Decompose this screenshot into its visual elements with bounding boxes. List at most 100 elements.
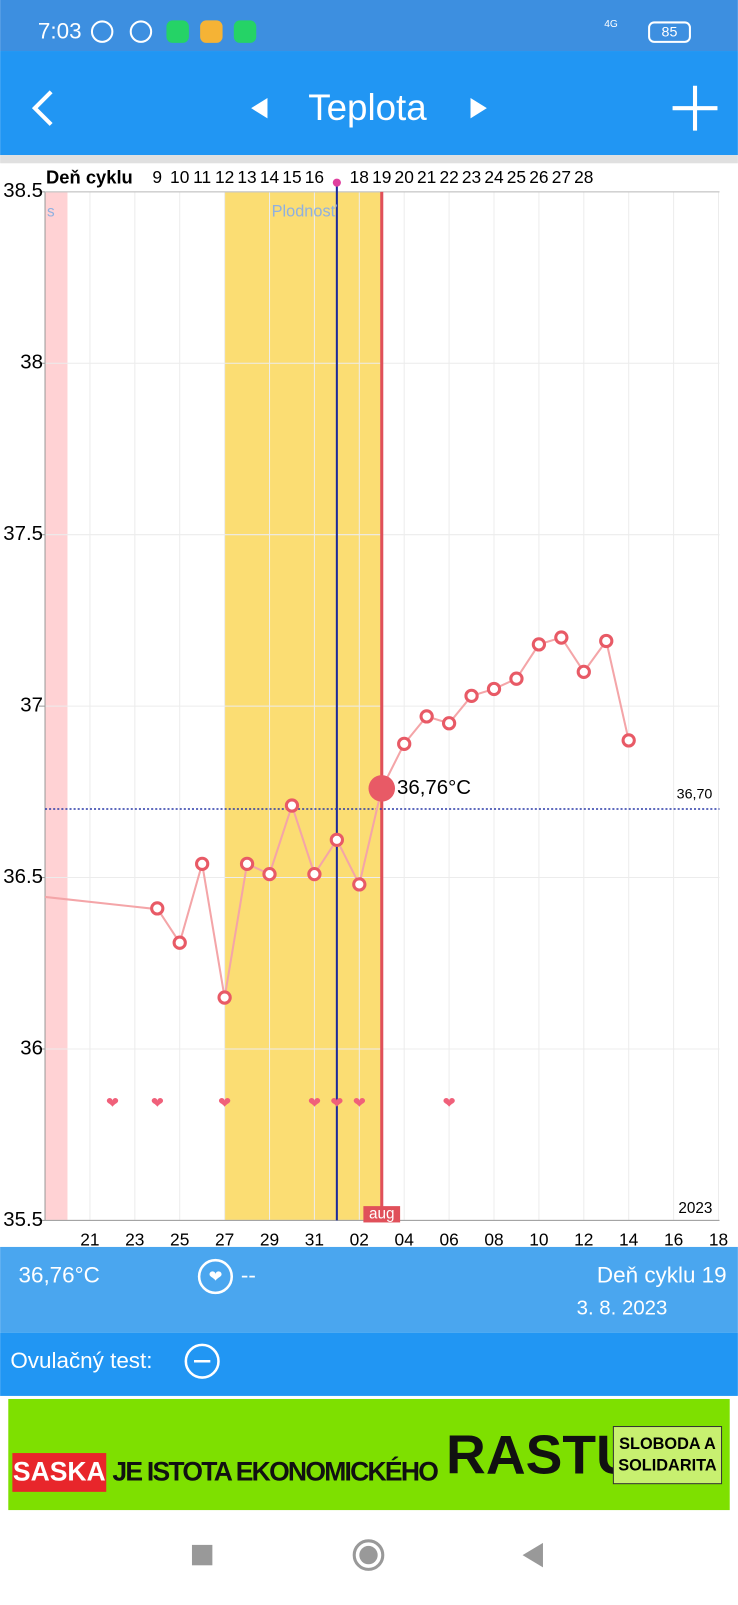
reference-label: 36,70	[677, 786, 713, 802]
battery	[648, 21, 691, 43]
ad-text-big: RASTU	[446, 1424, 636, 1486]
nav-back[interactable]	[522, 1542, 543, 1568]
point	[486, 681, 502, 697]
ovulation-button[interactable]	[184, 1343, 220, 1379]
x-tick-label: 29	[260, 1229, 279, 1249]
point	[397, 736, 412, 751]
cycle-day-label: 14	[260, 167, 280, 187]
cycle-day-label: 25	[507, 167, 526, 187]
y-tick-label: 38	[20, 352, 43, 374]
cycle-day-label: 20	[395, 167, 414, 187]
point	[150, 901, 165, 916]
prev-button[interactable]	[251, 97, 268, 119]
point	[239, 856, 255, 871]
next-button[interactable]	[470, 97, 487, 119]
point	[284, 798, 300, 813]
ad-text: JE ISTOTA EKONOMICKÉHO	[112, 1456, 439, 1486]
cycle-day-label: 23	[462, 167, 481, 187]
ad-brand: SASKA	[13, 1456, 106, 1486]
fertile-label: Plodnosť	[272, 203, 338, 221]
icon	[200, 20, 223, 43]
point	[329, 832, 345, 847]
point	[509, 671, 524, 686]
x-tick-label: 14	[619, 1229, 639, 1249]
shadow	[0, 155, 738, 164]
point	[441, 716, 457, 731]
temperature-line	[156, 636, 630, 998]
cycle-day-label: 18	[350, 167, 369, 187]
point	[554, 630, 569, 645]
cycle-day-label: 11	[193, 167, 211, 187]
point	[217, 990, 232, 1005]
x-tick-label: 02	[350, 1229, 369, 1249]
cycle-day: Deň cyklu 19	[597, 1262, 727, 1287]
title: Teplota	[308, 87, 427, 128]
point	[464, 688, 479, 703]
ad-badge-line: SLOBODA A	[619, 1435, 716, 1453]
point	[262, 866, 277, 882]
cycle-day-label: 22	[439, 167, 458, 187]
cycle-day-label: 16	[305, 167, 324, 187]
y-tick-label: 36.5	[3, 866, 43, 888]
icon	[166, 20, 189, 43]
x-tick-label: 31	[305, 1229, 324, 1249]
cycle-day-label: 27	[552, 167, 571, 187]
x-tick-label: 21	[80, 1229, 99, 1249]
x-tick-label: 23	[125, 1229, 144, 1249]
point	[352, 877, 367, 892]
x-tick-label: 27	[215, 1229, 234, 1249]
heart: ❤	[308, 1095, 321, 1112]
x-tick-label: 25	[170, 1229, 189, 1249]
month-label: aug	[369, 1205, 395, 1222]
ad-badge	[612, 1426, 723, 1485]
period-label: s	[47, 203, 55, 220]
app-bar	[0, 51, 738, 156]
hearts: ❤ ❤ ❤ ❤ ❤ ❤ ❤	[106, 1095, 456, 1112]
selected-point	[368, 775, 396, 802]
icon	[129, 20, 153, 43]
x-tick-label: 06	[439, 1229, 458, 1249]
date: 3. 8. 2023	[577, 1298, 668, 1320]
icon	[90, 20, 114, 43]
x-tick-label: 04	[395, 1229, 415, 1249]
status-bar	[0, 0, 738, 52]
point	[172, 935, 187, 950]
heart-button[interactable]	[197, 1258, 234, 1295]
overlay: Deň cyklu s Plodnosť aug 2023 ❤ ❤ ❤ ❤ ❤ …	[3, 166, 728, 1249]
cycle-day-label: 28	[574, 167, 593, 187]
add-button[interactable]	[672, 85, 718, 131]
y-tick-label: 37.5	[3, 523, 43, 545]
cycle-day-label: 19	[372, 167, 391, 187]
point	[576, 664, 591, 679]
year-label: 2023	[678, 1200, 712, 1217]
battery-level: 85	[662, 24, 678, 40]
ovulation-bar	[0, 1332, 738, 1396]
chart	[38, 191, 720, 1221]
point	[419, 709, 434, 724]
x-tick-label: 16	[664, 1229, 683, 1249]
heart: ❤	[106, 1095, 119, 1112]
cycle-day-label: 12	[215, 167, 234, 187]
point	[307, 866, 322, 882]
y-tick-label: 35.5	[3, 1209, 43, 1231]
nav-recent[interactable]	[191, 1544, 213, 1566]
ad-banner[interactable]	[8, 1398, 730, 1511]
x-tick-label: 18	[709, 1229, 728, 1249]
back-button[interactable]	[31, 90, 53, 126]
heart-value: --	[241, 1262, 256, 1287]
cycle-day-label: 10	[170, 167, 189, 187]
cycle-day-label: 24	[484, 167, 504, 187]
month-tag	[363, 1206, 401, 1223]
ad-badge-line: SOLIDARITA	[618, 1457, 717, 1475]
cycle-day-label: 26	[529, 167, 548, 187]
point	[621, 733, 636, 748]
x-tick-label: 10	[529, 1229, 548, 1249]
network: 4G	[604, 19, 618, 30]
heart: ❤	[443, 1095, 456, 1112]
nav-home[interactable]	[352, 1539, 385, 1571]
y-tick-label: 38.5	[3, 180, 43, 202]
cycle-day-label: 21	[417, 167, 436, 187]
heart: ❤	[353, 1095, 366, 1112]
icon	[233, 20, 257, 43]
